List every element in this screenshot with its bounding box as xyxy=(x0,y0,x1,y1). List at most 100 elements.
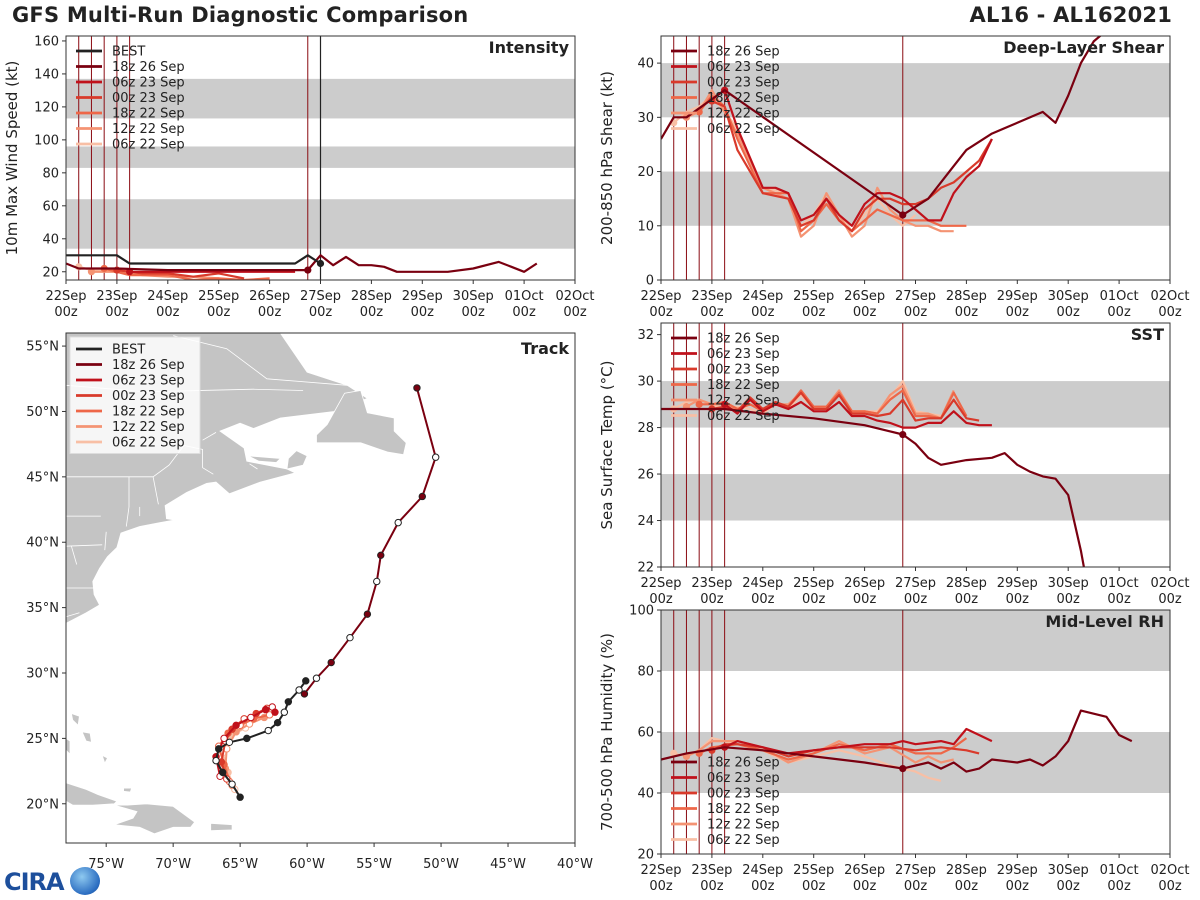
shear-series-line xyxy=(661,36,1102,216)
rh-legend-label: 18z 22 Sep xyxy=(707,802,780,817)
track-legend-label: 18z 26 Sep xyxy=(112,358,185,373)
intensity-ytick-label: 80 xyxy=(42,166,59,181)
shear-xtick-label: 00z xyxy=(904,305,928,320)
sst-xtick-label: 00z xyxy=(955,592,979,607)
track-point xyxy=(212,756,220,765)
hispaniola-land xyxy=(114,803,196,835)
track-point xyxy=(271,708,279,716)
intensity-xtick-label: 00z xyxy=(360,305,384,320)
intensity-legend-label: 00z 23 Sep xyxy=(112,91,185,106)
track-point xyxy=(312,674,321,682)
rh-xtick-label: 30Sep xyxy=(1048,863,1089,878)
bahamas-eleuthera-land xyxy=(81,731,92,743)
rh-xtick-label: 00z xyxy=(904,879,928,894)
track-ytick-label: 20°N xyxy=(26,797,59,812)
sst-xtick-label: 02Oct xyxy=(1150,576,1189,591)
rh-band xyxy=(661,610,1170,671)
sst-xtick-label: 28Sep xyxy=(946,576,987,591)
sst-series-line xyxy=(711,391,980,422)
intensity-xtick-label: 00z xyxy=(105,305,129,320)
sst-xtick-label: 00z xyxy=(904,592,928,607)
intensity-xtick-label: 00z xyxy=(512,305,536,320)
sst-xtick-label: 22Sep xyxy=(640,576,681,591)
track-xtick-label: 55°W xyxy=(356,857,392,872)
rh-series-marker xyxy=(899,765,907,773)
track-point xyxy=(273,718,282,727)
sst-legend-label: 12z 22 Sep xyxy=(707,394,780,409)
rh-ytick-label: 100 xyxy=(629,604,654,619)
track-point xyxy=(220,734,228,743)
rh-xtick-label: 28Sep xyxy=(946,863,987,878)
shear-xtick-label: 29Sep xyxy=(997,289,1038,304)
shear-xtick-label: 22Sep xyxy=(640,289,681,304)
sst-legend-label: 06z 23 Sep xyxy=(707,347,780,362)
sst-panel: 22242628303222Sep00z23Sep00z24Sep00z25Se… xyxy=(598,322,1190,607)
intensity-legend-label: 18z 26 Sep xyxy=(112,60,185,75)
rh-xtick-label: 00z xyxy=(853,879,877,894)
sst-xtick-label: 23Sep xyxy=(691,576,732,591)
rh-xtick-label: 00z xyxy=(649,879,673,894)
sst-series-line xyxy=(723,398,992,429)
track-point xyxy=(302,677,310,685)
track-point xyxy=(295,686,303,694)
intensity-legend-label: 12z 22 Sep xyxy=(112,122,185,137)
intensity-xtick-label: 27Sep xyxy=(300,289,341,304)
track-ytick-label: 55°N xyxy=(26,340,59,355)
rh-ytick-label: 60 xyxy=(637,726,654,741)
bahamas-abaco-land xyxy=(70,712,80,727)
rh-xtick-label: 02Oct xyxy=(1150,863,1189,878)
sst-ytick-label: 22 xyxy=(637,561,654,576)
intensity-legend-label: 06z 22 Sep xyxy=(112,138,185,153)
map-border-line xyxy=(202,432,217,441)
intensity-xtick-label: 00z xyxy=(563,305,587,320)
sst-xtick-label: 26Sep xyxy=(844,576,885,591)
track-frame xyxy=(65,332,576,844)
shear-ytick-label: 10 xyxy=(637,219,654,234)
rh-xtick-label: 01Oct xyxy=(1100,863,1139,878)
storm-id: AL16 - AL162021 xyxy=(969,3,1172,27)
shear-xtick-label: 00z xyxy=(649,305,673,320)
intensity-legend-label: 06z 23 Sep xyxy=(112,76,185,91)
sst-ytick-label: 24 xyxy=(637,514,654,529)
intensity-legend-label: 18z 22 Sep xyxy=(112,107,185,122)
rh-xtick-label: 27Sep xyxy=(895,863,936,878)
rh-legend-label: 06z 22 Sep xyxy=(707,833,780,848)
track-point xyxy=(247,713,255,722)
intensity-xtick-label: 24Sep xyxy=(147,289,188,304)
newfoundland-land xyxy=(316,390,407,456)
rh-xtick-label: 00z xyxy=(751,879,775,894)
intensity-ytick-label: 100 xyxy=(34,133,59,148)
sst-series-marker xyxy=(695,400,703,408)
rh-xtick-label: 00z xyxy=(1107,879,1131,894)
sst-xtick-label: 00z xyxy=(1057,592,1081,607)
intensity-xtick-label: 01Oct xyxy=(505,289,544,304)
shear-band xyxy=(661,63,1170,118)
map-border-line xyxy=(66,544,103,547)
intensity-ytick-label: 160 xyxy=(34,34,59,49)
track-point xyxy=(394,518,402,527)
sst-series-line xyxy=(661,407,1085,567)
shear-xtick-label: 00z xyxy=(1158,305,1182,320)
shear-series-line xyxy=(723,89,993,227)
bahamas-andros-land xyxy=(66,737,71,756)
map-border-line xyxy=(71,546,78,565)
intensity-xtick-label: 23Sep xyxy=(96,289,137,304)
intensity-title: Intensity xyxy=(489,38,570,57)
track-point xyxy=(264,726,272,735)
intensity-xtick-label: 00z xyxy=(309,305,333,320)
rh-xtick-label: 00z xyxy=(955,879,979,894)
sst-xtick-label: 00z xyxy=(1107,592,1131,607)
sst-xtick-label: 25Sep xyxy=(793,576,834,591)
track-xtick-label: 70°W xyxy=(155,857,191,872)
rh-xtick-label: 23Sep xyxy=(691,863,732,878)
sst-xtick-label: 00z xyxy=(1158,592,1182,607)
intensity-ytick-label: 60 xyxy=(42,199,59,214)
shear-legend-label: 18z 22 Sep xyxy=(707,91,780,106)
track-point xyxy=(243,734,251,743)
cira-logo: CIRA xyxy=(4,866,106,898)
intensity-series-line xyxy=(66,254,538,273)
rh-xtick-label: 29Sep xyxy=(997,863,1038,878)
sst-xtick-label: 27Sep xyxy=(895,576,936,591)
rh-legend-label: 18z 26 Sep xyxy=(707,756,780,771)
